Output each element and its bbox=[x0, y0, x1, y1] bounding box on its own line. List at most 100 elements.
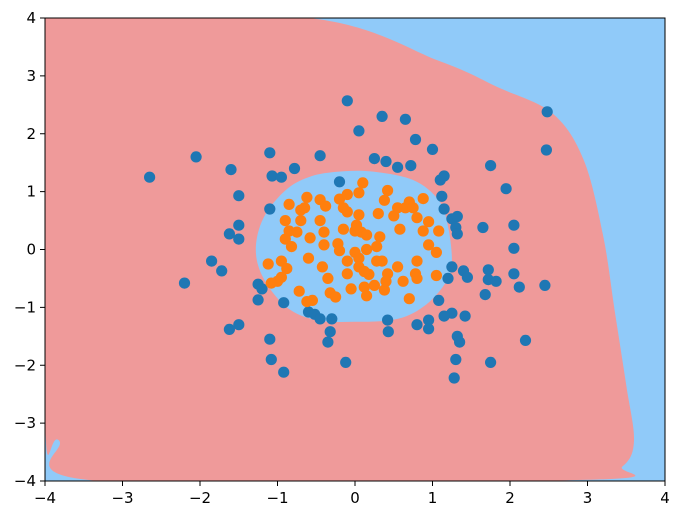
data-point-series-0-64 bbox=[454, 336, 466, 348]
data-point-series-0-32 bbox=[333, 176, 346, 188]
data-point-series-1-49 bbox=[394, 223, 406, 235]
data-point-series-0-72 bbox=[508, 242, 520, 254]
data-point-series-0-3 bbox=[178, 277, 191, 289]
data-point-series-0-7 bbox=[233, 219, 245, 231]
y-tick-label: 2 bbox=[26, 125, 36, 143]
data-point-series-0-76 bbox=[479, 289, 491, 301]
x-tick-label: −3 bbox=[111, 489, 133, 507]
data-point-series-0-13 bbox=[266, 170, 278, 182]
data-point-series-0-35 bbox=[376, 110, 388, 122]
data-point-series-1-45 bbox=[378, 194, 390, 206]
data-point-series-1-64 bbox=[397, 275, 409, 287]
data-point-series-0-48 bbox=[451, 210, 463, 223]
data-point-series-1-10 bbox=[265, 277, 277, 289]
data-point-series-0-17 bbox=[264, 203, 276, 215]
data-point-series-1-19 bbox=[318, 226, 330, 238]
x-tick-label: 3 bbox=[583, 489, 593, 507]
data-point-series-1-42 bbox=[371, 241, 383, 253]
x-tick-label: 0 bbox=[350, 489, 360, 507]
data-point-series-0-30 bbox=[322, 336, 334, 348]
data-point-series-0-50 bbox=[451, 228, 463, 240]
data-point-series-0-60 bbox=[423, 323, 435, 335]
data-point-series-0-4 bbox=[216, 265, 228, 277]
x-tick-label: −2 bbox=[189, 489, 211, 507]
data-point-series-0-11 bbox=[223, 323, 235, 335]
data-point-series-0-6 bbox=[233, 190, 245, 202]
data-point-series-0-65 bbox=[450, 353, 462, 366]
data-point-series-0-71 bbox=[508, 219, 520, 231]
data-point-series-1-63 bbox=[430, 269, 442, 282]
data-point-series-0-12 bbox=[264, 147, 276, 159]
data-point-series-0-42 bbox=[426, 143, 439, 155]
data-point-series-1-69 bbox=[368, 279, 380, 291]
data-point-series-0-20 bbox=[252, 294, 264, 306]
data-point-series-0-46 bbox=[438, 203, 450, 215]
data-point-series-0-39 bbox=[399, 113, 411, 125]
data-point-series-0-62 bbox=[382, 326, 394, 338]
data-point-series-1-76 bbox=[341, 268, 353, 280]
x-tick-label: 2 bbox=[505, 489, 515, 507]
x-axis: −4 −3 −2 −1 0 1 2 3 4 bbox=[34, 481, 670, 507]
data-point-series-0-77 bbox=[508, 268, 520, 280]
y-tick-label: −2 bbox=[14, 356, 36, 374]
data-point-series-0-70 bbox=[500, 183, 512, 195]
x-tick-label: 4 bbox=[660, 489, 670, 507]
data-point-series-1-31 bbox=[357, 177, 369, 189]
data-point-series-0-81 bbox=[541, 106, 553, 118]
data-point-series-1-43 bbox=[374, 231, 386, 243]
data-point-series-0-79 bbox=[519, 334, 532, 346]
data-point-series-0-80 bbox=[485, 356, 497, 368]
data-point-series-0-9 bbox=[233, 233, 245, 245]
data-point-series-0-28 bbox=[278, 366, 290, 378]
data-point-series-1-48 bbox=[392, 202, 404, 214]
data-point-series-1-27 bbox=[341, 206, 353, 218]
data-point-series-1-51 bbox=[399, 202, 411, 214]
y-tick-label: −1 bbox=[14, 298, 36, 316]
data-point-series-1-40 bbox=[353, 252, 365, 264]
data-point-series-1-85 bbox=[380, 275, 392, 287]
y-axis: −4 −3 −2 −1 0 1 2 3 4 bbox=[14, 9, 45, 490]
data-point-series-0-34 bbox=[353, 125, 365, 137]
data-point-series-0-82 bbox=[540, 144, 553, 156]
data-point-series-1-13 bbox=[306, 294, 318, 306]
data-point-series-1-16 bbox=[301, 191, 313, 203]
data-point-series-0-19 bbox=[256, 283, 268, 295]
data-point-series-1-54 bbox=[417, 225, 429, 237]
data-point-series-0-31 bbox=[340, 356, 352, 368]
data-point-series-1-68 bbox=[378, 284, 390, 296]
data-point-series-0-69 bbox=[485, 160, 497, 172]
data-point-series-1-15 bbox=[299, 202, 311, 214]
y-tick-label: −4 bbox=[14, 472, 36, 490]
data-point-series-0-37 bbox=[380, 155, 392, 168]
scatter-points bbox=[144, 95, 553, 384]
data-point-series-0-83 bbox=[539, 279, 551, 291]
data-point-series-1-18 bbox=[320, 200, 332, 212]
data-point-series-1-30 bbox=[353, 209, 365, 221]
data-point-series-0-14 bbox=[275, 171, 287, 183]
data-point-series-1-84 bbox=[403, 293, 415, 305]
data-point-series-1-11 bbox=[293, 285, 305, 297]
y-tick-label: 4 bbox=[26, 9, 36, 27]
x-tick-label: −4 bbox=[34, 489, 56, 507]
data-point-series-0-67 bbox=[459, 310, 471, 322]
y-tick-label: −3 bbox=[14, 414, 36, 432]
data-point-series-0-78 bbox=[513, 281, 525, 293]
data-point-series-0-41 bbox=[405, 160, 417, 172]
data-point-series-1-52 bbox=[407, 202, 419, 214]
data-point-series-1-20 bbox=[318, 239, 330, 251]
data-point-series-0-8 bbox=[223, 228, 235, 240]
data-point-series-1-4 bbox=[285, 241, 298, 253]
data-point-series-1-75 bbox=[345, 283, 357, 295]
data-point-series-0-36 bbox=[368, 153, 380, 165]
data-point-series-0-0 bbox=[144, 171, 156, 183]
data-point-series-0-53 bbox=[461, 271, 473, 283]
data-point-series-1-79 bbox=[304, 232, 316, 244]
data-point-series-0-38 bbox=[392, 161, 404, 173]
data-point-series-0-59 bbox=[411, 319, 423, 331]
data-point-series-1-60 bbox=[411, 255, 423, 267]
data-point-series-0-1 bbox=[190, 151, 202, 163]
data-point-series-1-83 bbox=[371, 255, 383, 267]
data-point-series-0-21 bbox=[278, 297, 290, 309]
data-point-series-0-55 bbox=[433, 294, 445, 306]
